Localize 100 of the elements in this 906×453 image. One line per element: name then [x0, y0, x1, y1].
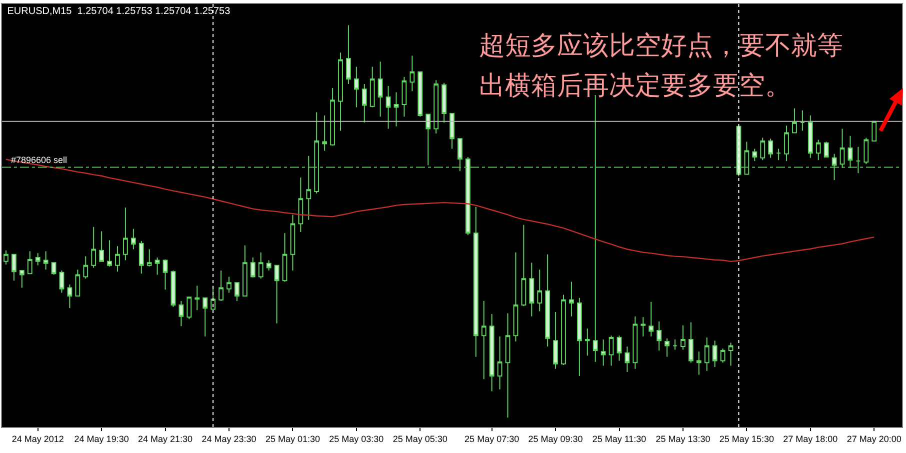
candlestick	[784, 125, 789, 162]
candlestick	[35, 252, 40, 266]
candlestick	[848, 135, 853, 169]
candlestick	[489, 313, 494, 392]
candlestick	[91, 226, 96, 268]
annotation: 超短多应该比空好点，要不就等	[479, 31, 843, 61]
x-tick-label: 24 May 19:30	[74, 434, 129, 444]
candlestick	[242, 244, 248, 296]
candlestick	[624, 346, 630, 373]
candlestick	[202, 297, 208, 337]
candlestick	[146, 248, 152, 268]
candlestick	[632, 316, 638, 370]
candlestick	[608, 335, 614, 366]
candlestick	[529, 262, 534, 317]
candlestick	[728, 342, 734, 366]
candlestick	[680, 324, 686, 350]
candlestick	[537, 269, 542, 312]
candlestick	[561, 294, 566, 366]
x-tick-label: 25 May 01:30	[265, 434, 320, 444]
candlestick	[43, 250, 48, 270]
x-tick-label: 27 May 20:00	[846, 434, 902, 444]
annotation: 出横箱后再决定要多要空。	[479, 71, 791, 101]
x-tick-label: 25 May 15:30	[719, 434, 774, 444]
candlestick	[648, 301, 654, 337]
candlestick	[107, 240, 112, 268]
candlestick	[394, 92, 399, 127]
chart-title: EURUSD,M15 1.25704 1.25753 1.25704 1.25753	[7, 6, 231, 17]
candlestick	[752, 148, 758, 162]
candlestick	[19, 270, 24, 288]
candlestick	[178, 300, 184, 327]
candlestick	[226, 276, 232, 294]
candlestick	[75, 269, 80, 296]
candlestick	[704, 337, 710, 372]
candlestick	[458, 138, 462, 172]
x-tick-label: 25 May 07:30	[464, 434, 520, 444]
candlestick	[521, 224, 526, 307]
candlestick	[234, 282, 240, 302]
candlestick	[59, 270, 64, 294]
candlestick	[418, 71, 423, 118]
x-tick-label: 25 May 09:30	[528, 434, 583, 444]
candlestick	[258, 252, 264, 280]
candlestick	[298, 176, 304, 232]
candlestick	[354, 66, 359, 108]
candlestick	[465, 156, 470, 236]
candlestick	[266, 260, 272, 271]
candlestick	[218, 270, 224, 302]
candlestick	[832, 153, 837, 181]
x-tick-label: 24 May 21:30	[138, 434, 193, 444]
candlestick	[314, 112, 320, 194]
candlestick	[442, 82, 446, 123]
candlestick	[123, 207, 128, 261]
candlestick	[434, 80, 439, 134]
candlestick	[274, 264, 280, 324]
candlestick	[720, 348, 726, 364]
candlestick	[664, 338, 670, 358]
candlestick	[290, 214, 296, 271]
candlestick	[27, 250, 32, 274]
candlestick	[362, 84, 367, 123]
candlestick	[696, 351, 702, 376]
x-tick-label: 27 May 18:00	[783, 434, 838, 444]
candlestick	[83, 256, 88, 280]
x-tick-label: 25 May 05:30	[392, 434, 448, 444]
candlestick	[553, 312, 558, 370]
x-tick-label: 24 May 2012	[12, 434, 64, 444]
candlestick	[824, 141, 829, 158]
candlestick	[688, 322, 694, 364]
ref-line-label: #7896606 sell	[11, 155, 68, 165]
candlestick	[864, 137, 869, 165]
candlestick	[67, 284, 72, 309]
candlestick	[497, 336, 502, 390]
x-tick-label: 24 May 23:30	[202, 434, 256, 444]
candlestick	[338, 52, 343, 132]
candlestick	[402, 76, 407, 118]
candlestick	[872, 120, 877, 142]
candlestick	[712, 340, 718, 368]
candlestick	[194, 285, 200, 311]
candlestick	[115, 246, 120, 272]
candlestick	[600, 339, 606, 366]
candlestick	[170, 270, 176, 308]
candlestick	[656, 320, 662, 351]
candlestick	[346, 24, 351, 85]
candlestick	[640, 316, 646, 337]
candlestick	[99, 230, 104, 262]
candlestick	[282, 232, 288, 282]
candlestick	[330, 87, 335, 146]
candlestick	[51, 262, 56, 276]
candlestick	[800, 110, 805, 132]
candlestick	[410, 55, 415, 92]
candlestick	[513, 252, 518, 342]
candlestick	[505, 312, 510, 418]
candlestick	[792, 108, 797, 134]
candlestick	[481, 300, 486, 380]
candlestick	[808, 114, 813, 158]
candlestick	[816, 139, 821, 161]
candlestick	[138, 240, 144, 274]
candlestick	[370, 66, 375, 108]
candlestick	[569, 281, 574, 317]
candlestick	[473, 206, 478, 358]
candlestick	[576, 297, 582, 376]
candlestick	[776, 148, 781, 161]
